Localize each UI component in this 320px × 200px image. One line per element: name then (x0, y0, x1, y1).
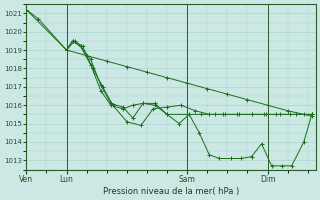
X-axis label: Pression niveau de la mer( hPa ): Pression niveau de la mer( hPa ) (103, 187, 239, 196)
